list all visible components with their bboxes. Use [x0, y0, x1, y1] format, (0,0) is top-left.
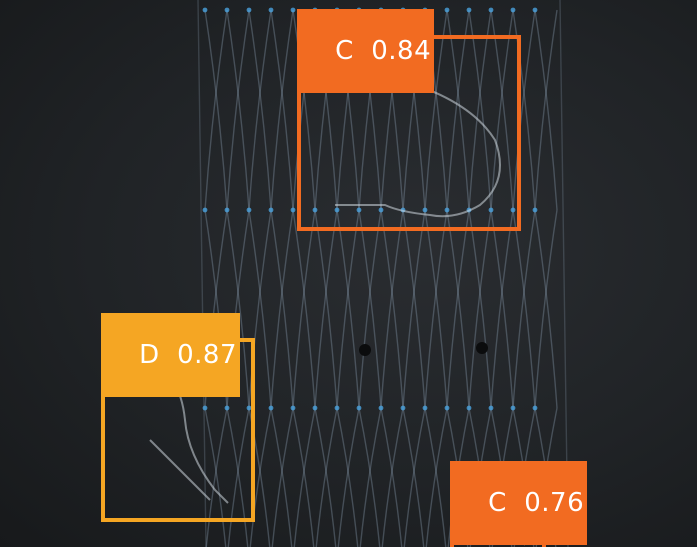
detection-label-c-2: C 0.76 [450, 461, 588, 545]
detection-label-c-1: C 0.84 [297, 9, 435, 93]
confidence-score: 0.84 [371, 36, 432, 66]
detection-label-d-1: D 0.87 [101, 313, 241, 397]
class-name: C [335, 36, 354, 66]
class-name: C [488, 488, 507, 518]
confidence-score: 0.76 [524, 488, 585, 518]
class-name: D [139, 340, 160, 370]
confidence-score: 0.87 [177, 340, 238, 370]
